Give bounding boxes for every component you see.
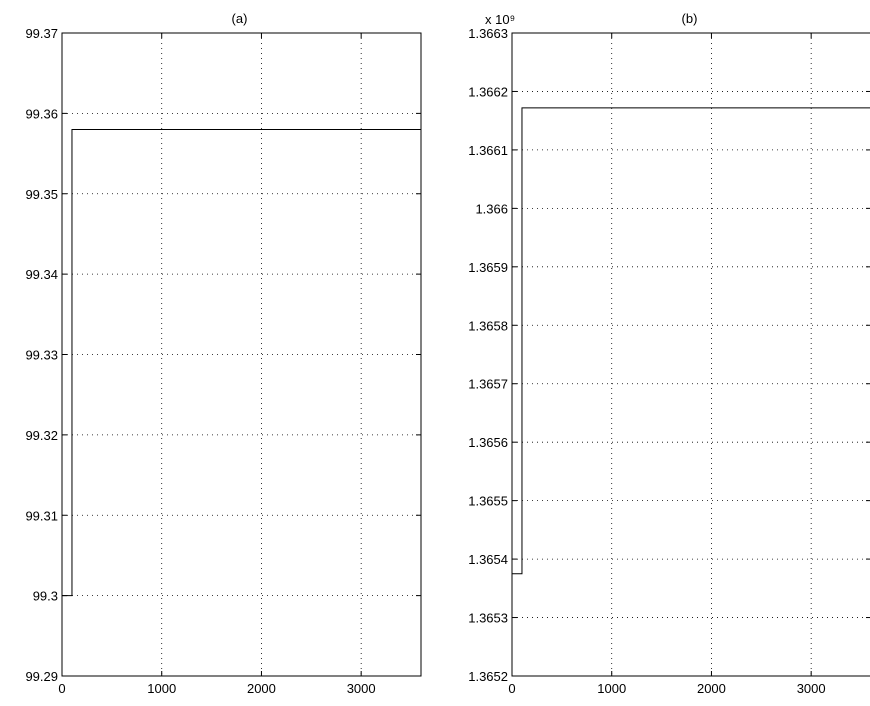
y-tick-label: 99.31 [25,508,58,523]
x-tick-label: 0 [58,681,65,696]
x-tick-label: 3000 [797,681,826,696]
x-tick-label: 2000 [247,681,276,696]
y-tick-label: 1.3659 [468,260,508,275]
chart-1: 0 1000 2000 3000 99.29 99.3 99.31 99.32 99.33 99.… [25,11,422,696]
y-tick-label: 1.3656 [468,435,508,450]
y-tick-label: 1.3658 [468,318,508,333]
x-tick-label: 1000 [147,681,176,696]
y-tick-label: 1.3663 [468,26,508,41]
y-tick-label: 1.3655 [468,494,508,509]
x-tick-label: 3000 [347,681,376,696]
x-tick-label: 1000 [597,681,626,696]
chart-title: (a) [232,11,248,26]
y-tick-label: 99.29 [25,669,58,684]
y-tick-label: 1.366 [475,201,508,216]
x-tick-label: 2000 [697,681,726,696]
plot-frame [511,32,870,677]
y-tick-label: 1.3653 [468,611,508,626]
y-tick-label: 1.3657 [468,377,508,392]
y-tick-label: 1.3652 [468,669,508,684]
y-tick-label: 99.32 [25,428,58,443]
x-tick-label: 0 [508,681,515,696]
chart-2: 0 1000 2000 3000 1.3652 1.3653 1.3654 1.3655 1.3… [468,11,870,696]
y-tick-label: 99.3 [33,589,58,604]
y-tick-label: 1.3661 [468,143,508,158]
y-tick-label: 99.36 [25,106,58,121]
series-line [62,128,421,597]
y-tick-label: 1.3654 [468,552,508,567]
series-line [512,107,870,575]
y-tick-label: 1.3662 [468,84,508,99]
y-exponent-label: x 10⁹ [485,12,515,27]
y-tick-label: 99.35 [25,187,58,202]
y-tick-label: 99.37 [25,26,58,41]
y-tick-label: 99.33 [25,348,58,363]
y-tick-label: 99.34 [25,267,58,282]
chart-title: (b) [682,11,698,26]
